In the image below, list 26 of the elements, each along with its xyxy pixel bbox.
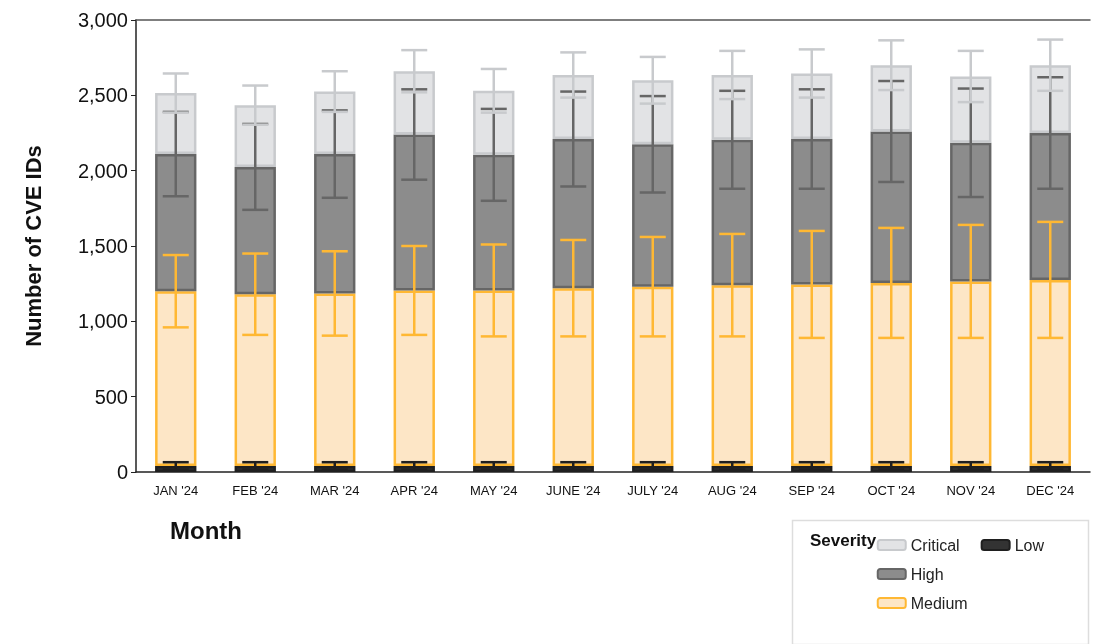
legend-label: Low (1014, 536, 1045, 554)
y-axis-title: Number of CVE IDs (20, 145, 46, 347)
x-tick-label: DEC '24 (1026, 483, 1075, 498)
x-tick-label: JULY '24 (627, 483, 679, 498)
x-axis-title: Month (170, 516, 242, 544)
y-tick-label: 3,000 (77, 9, 128, 31)
x-tick-label: AUG '24 (707, 483, 757, 498)
x-tick-label: MAY '24 (469, 483, 518, 498)
y-tick-label: 1,000 (77, 310, 128, 333)
x-tick-label: MAR '24 (310, 483, 360, 498)
legend-title: Severity (810, 531, 877, 550)
x-tick-label: FEB '24 (232, 483, 279, 498)
x-tick-label: SEP '24 (788, 483, 835, 498)
x-tick-label: APR '24 (390, 483, 438, 498)
y-tick-label: 2,500 (77, 84, 128, 107)
y-tick-label: 1,500 (77, 235, 128, 257)
y-tick-label: 0 (116, 461, 128, 483)
legend-label: Critical (910, 536, 960, 554)
y-tick-label: 500 (94, 385, 128, 408)
x-tick-label: JAN '24 (153, 483, 199, 498)
legend-label: Medium (910, 594, 968, 612)
legend-label: High (910, 565, 944, 583)
x-tick-label: OCT '24 (867, 483, 916, 498)
x-tick-label: JUNE '24 (545, 483, 601, 498)
x-tick-label: NOV '24 (946, 483, 996, 498)
y-tick-label: 2,000 (77, 159, 128, 182)
